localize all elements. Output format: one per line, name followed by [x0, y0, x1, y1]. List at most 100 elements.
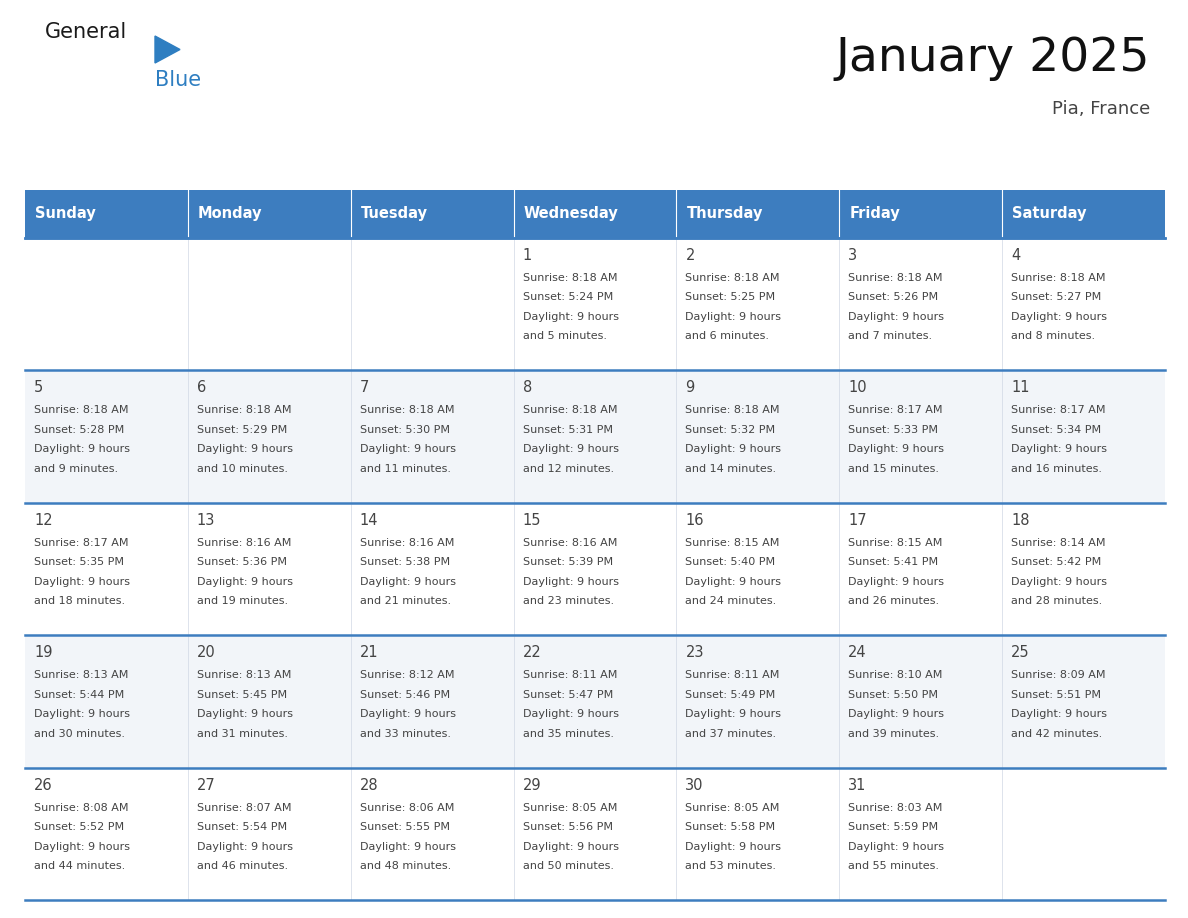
Text: Daylight: 9 hours: Daylight: 9 hours: [360, 577, 456, 587]
Text: Sunrise: 8:05 AM: Sunrise: 8:05 AM: [523, 802, 617, 812]
Text: Sunset: 5:55 PM: Sunset: 5:55 PM: [360, 823, 450, 832]
Text: Sunrise: 8:13 AM: Sunrise: 8:13 AM: [34, 670, 128, 680]
Text: and 46 minutes.: and 46 minutes.: [197, 861, 287, 871]
Bar: [1003, 190, 1165, 238]
Bar: [839, 238, 1003, 370]
Text: Sunset: 5:30 PM: Sunset: 5:30 PM: [360, 425, 450, 435]
Text: Daylight: 9 hours: Daylight: 9 hours: [685, 577, 782, 587]
Text: Sunrise: 8:12 AM: Sunrise: 8:12 AM: [360, 670, 454, 680]
Bar: [513, 503, 676, 635]
Text: Daylight: 9 hours: Daylight: 9 hours: [1011, 444, 1107, 454]
Text: Sunset: 5:44 PM: Sunset: 5:44 PM: [34, 689, 125, 700]
Text: Daylight: 9 hours: Daylight: 9 hours: [685, 312, 782, 322]
Text: Sunrise: 8:05 AM: Sunrise: 8:05 AM: [685, 802, 779, 812]
Text: Daylight: 9 hours: Daylight: 9 hours: [197, 842, 293, 852]
Text: Sunrise: 8:18 AM: Sunrise: 8:18 AM: [523, 273, 617, 283]
Text: Sunrise: 8:16 AM: Sunrise: 8:16 AM: [360, 538, 454, 548]
Text: Sunrise: 8:07 AM: Sunrise: 8:07 AM: [197, 802, 291, 812]
Text: 28: 28: [360, 778, 378, 792]
Text: 5: 5: [34, 380, 43, 396]
Text: Daylight: 9 hours: Daylight: 9 hours: [197, 444, 293, 454]
Text: 3: 3: [848, 248, 858, 263]
Bar: [839, 767, 1003, 900]
Text: Sunrise: 8:18 AM: Sunrise: 8:18 AM: [197, 406, 291, 416]
Bar: [188, 238, 350, 370]
Bar: [513, 190, 676, 238]
Text: and 6 minutes.: and 6 minutes.: [685, 331, 770, 341]
Bar: [350, 635, 513, 767]
Text: Daylight: 9 hours: Daylight: 9 hours: [197, 710, 293, 719]
Text: Sunset: 5:42 PM: Sunset: 5:42 PM: [1011, 557, 1101, 567]
Bar: [350, 238, 513, 370]
Text: Sunrise: 8:03 AM: Sunrise: 8:03 AM: [848, 802, 942, 812]
Bar: [350, 190, 513, 238]
Text: Daylight: 9 hours: Daylight: 9 hours: [523, 710, 619, 719]
Text: Sunrise: 8:18 AM: Sunrise: 8:18 AM: [685, 406, 781, 416]
Bar: [839, 635, 1003, 767]
Bar: [676, 190, 839, 238]
Text: Sunrise: 8:16 AM: Sunrise: 8:16 AM: [523, 538, 617, 548]
Bar: [1003, 238, 1165, 370]
Text: and 7 minutes.: and 7 minutes.: [848, 331, 933, 341]
Text: 27: 27: [197, 778, 215, 792]
Text: Sunrise: 8:06 AM: Sunrise: 8:06 AM: [360, 802, 454, 812]
Text: 23: 23: [685, 645, 704, 660]
Text: Sunrise: 8:09 AM: Sunrise: 8:09 AM: [1011, 670, 1106, 680]
Bar: [676, 635, 839, 767]
Text: Sunset: 5:32 PM: Sunset: 5:32 PM: [685, 425, 776, 435]
Text: and 53 minutes.: and 53 minutes.: [685, 861, 777, 871]
Bar: [676, 503, 839, 635]
Text: and 37 minutes.: and 37 minutes.: [685, 729, 777, 739]
Bar: [25, 370, 188, 503]
Bar: [188, 190, 350, 238]
Text: Sunset: 5:24 PM: Sunset: 5:24 PM: [523, 293, 613, 303]
Text: Sunrise: 8:11 AM: Sunrise: 8:11 AM: [523, 670, 617, 680]
Text: Sunset: 5:50 PM: Sunset: 5:50 PM: [848, 689, 939, 700]
Bar: [676, 238, 839, 370]
Text: Sunrise: 8:18 AM: Sunrise: 8:18 AM: [1011, 273, 1106, 283]
Text: Blue: Blue: [154, 70, 201, 90]
Text: 15: 15: [523, 513, 541, 528]
Text: Sunset: 5:35 PM: Sunset: 5:35 PM: [34, 557, 124, 567]
Text: Sunrise: 8:17 AM: Sunrise: 8:17 AM: [848, 406, 943, 416]
Text: 7: 7: [360, 380, 369, 396]
Text: Sunset: 5:25 PM: Sunset: 5:25 PM: [685, 293, 776, 303]
Bar: [513, 767, 676, 900]
Text: Daylight: 9 hours: Daylight: 9 hours: [685, 444, 782, 454]
Text: 10: 10: [848, 380, 867, 396]
Text: Sunday: Sunday: [34, 207, 96, 221]
Text: 18: 18: [1011, 513, 1030, 528]
Text: Sunrise: 8:08 AM: Sunrise: 8:08 AM: [34, 802, 128, 812]
Text: General: General: [45, 22, 127, 42]
Text: Thursday: Thursday: [687, 207, 763, 221]
Text: January 2025: January 2025: [835, 36, 1150, 81]
Text: Pia, France: Pia, France: [1051, 100, 1150, 118]
Bar: [513, 238, 676, 370]
Text: Daylight: 9 hours: Daylight: 9 hours: [360, 444, 456, 454]
Text: and 39 minutes.: and 39 minutes.: [848, 729, 940, 739]
Text: Sunrise: 8:11 AM: Sunrise: 8:11 AM: [685, 670, 779, 680]
Text: Sunset: 5:28 PM: Sunset: 5:28 PM: [34, 425, 125, 435]
Text: and 30 minutes.: and 30 minutes.: [34, 729, 125, 739]
Text: Wednesday: Wednesday: [524, 207, 618, 221]
Text: Sunrise: 8:16 AM: Sunrise: 8:16 AM: [197, 538, 291, 548]
Bar: [350, 767, 513, 900]
Text: Sunset: 5:54 PM: Sunset: 5:54 PM: [197, 823, 287, 832]
Text: Tuesday: Tuesday: [361, 207, 428, 221]
Bar: [839, 503, 1003, 635]
Text: 31: 31: [848, 778, 867, 792]
Text: Sunset: 5:34 PM: Sunset: 5:34 PM: [1011, 425, 1101, 435]
Bar: [188, 503, 350, 635]
Bar: [513, 635, 676, 767]
Text: Daylight: 9 hours: Daylight: 9 hours: [685, 710, 782, 719]
Text: Daylight: 9 hours: Daylight: 9 hours: [848, 710, 944, 719]
Text: Sunset: 5:49 PM: Sunset: 5:49 PM: [685, 689, 776, 700]
Text: Sunrise: 8:15 AM: Sunrise: 8:15 AM: [685, 538, 779, 548]
Text: Monday: Monday: [198, 207, 263, 221]
Text: Daylight: 9 hours: Daylight: 9 hours: [523, 577, 619, 587]
Bar: [25, 190, 188, 238]
Text: and 19 minutes.: and 19 minutes.: [197, 597, 287, 606]
Text: Sunset: 5:45 PM: Sunset: 5:45 PM: [197, 689, 287, 700]
Text: 14: 14: [360, 513, 378, 528]
Text: and 11 minutes.: and 11 minutes.: [360, 464, 450, 474]
